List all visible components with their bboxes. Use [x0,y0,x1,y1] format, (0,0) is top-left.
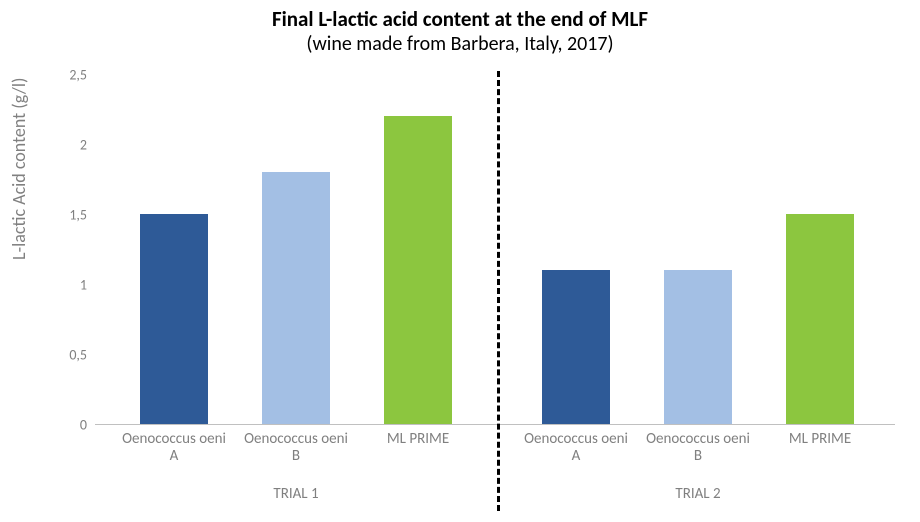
x-category-label: Oenococcus oeniA [515,431,637,466]
plot-area: 00,511,522,5 [95,75,895,425]
y-tick: 1 [47,277,87,294]
chart-title-block: Final L-lactic acid content at the end o… [0,6,920,56]
x-category-label: ML PRIME [759,431,881,448]
bar [384,116,452,424]
bar [786,214,854,424]
group-divider [497,71,500,511]
x-category-label: ML PRIME [357,431,479,448]
x-category-label: Oenococcus oeniB [637,431,759,466]
group-label: TRIAL 2 [598,485,798,503]
y-tick: 0,5 [47,347,87,364]
bar [542,270,610,424]
y-tick: 0 [47,417,87,434]
chart-subtitle: (wine made from Barbera, Italy, 2017) [0,32,920,56]
y-tick: 1,5 [47,207,87,224]
y-tick: 2 [47,137,87,154]
y-tick: 2,5 [47,67,87,84]
bar [664,270,732,424]
group-label: TRIAL 1 [196,485,396,503]
x-category-label: Oenococcus oeniB [235,431,357,466]
x-category-label: Oenococcus oeniA [113,431,235,466]
chart-title: Final L-lactic acid content at the end o… [0,6,920,32]
chart-container: Final L-lactic acid content at the end o… [0,0,920,522]
bar [262,172,330,424]
y-axis-label: L-lactic Acid content (g/l) [8,78,30,260]
bar [140,214,208,424]
